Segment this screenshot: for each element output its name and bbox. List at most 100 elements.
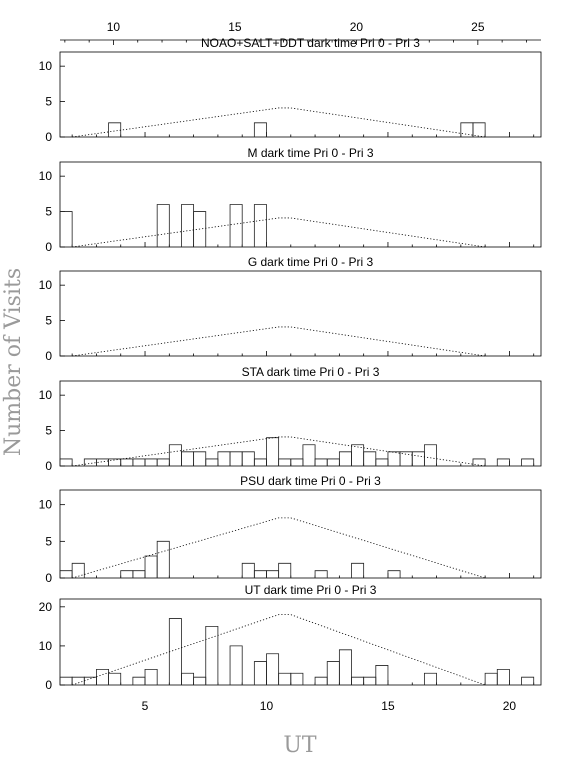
histogram-bar <box>132 570 146 578</box>
panel-frame <box>59 161 542 248</box>
panel-4: STA dark time Pri 0 - Pri 3 0 5 10 <box>39 365 542 473</box>
histogram-bar <box>375 665 389 685</box>
panel-frame <box>59 380 542 467</box>
histogram-bar <box>460 122 474 137</box>
histogram-bar <box>521 676 535 685</box>
histogram-bar <box>156 204 170 247</box>
histogram-bar <box>351 444 365 466</box>
histogram-bar <box>484 672 498 685</box>
reference-curve <box>72 326 486 357</box>
histogram-bar <box>290 672 304 685</box>
histogram-bar <box>229 451 243 466</box>
histogram-bar <box>193 451 207 466</box>
y-tick-label: 5 <box>45 95 52 109</box>
reference-curve <box>72 517 486 579</box>
panel-frame <box>59 270 542 357</box>
top-x-tick-label: 20 <box>350 20 364 34</box>
panel-title: NOAO+SALT+DDT dark time Pri 0 - Pri 3 <box>201 36 420 50</box>
histogram-bar <box>314 458 328 466</box>
reference-curve <box>72 614 486 686</box>
histogram-bar <box>496 668 510 685</box>
histogram-bar <box>144 555 158 578</box>
histogram-bar <box>229 204 243 247</box>
y-axis-title: Number of Visits <box>1 268 26 456</box>
histogram-bar <box>326 458 340 466</box>
histogram-bar <box>241 451 255 466</box>
histogram-bar <box>193 676 207 685</box>
histogram-bar <box>290 458 304 466</box>
histogram-bar <box>144 458 158 466</box>
histogram-bar <box>120 458 134 466</box>
histogram-bar <box>387 451 401 466</box>
histogram-bar <box>253 661 267 685</box>
histogram-bar <box>253 458 267 466</box>
x-axis-title: UT <box>283 733 317 758</box>
top-x-axis: 10 15 20 25 <box>60 20 541 45</box>
histogram-bar <box>266 653 280 685</box>
histogram-bar <box>59 676 73 685</box>
y-tick-label: 0 <box>45 678 52 692</box>
histogram-bar <box>120 570 134 578</box>
panel-title: STA dark time Pri 0 - Pri 3 <box>242 365 380 379</box>
histogram-bar <box>144 668 158 685</box>
histogram-bar <box>96 668 109 685</box>
histogram-bar <box>168 618 182 685</box>
histogram-bar <box>496 458 510 466</box>
y-tick-label: 10 <box>39 498 53 512</box>
histogram-bar <box>472 458 486 466</box>
y-tick-label: 20 <box>39 600 53 614</box>
histogram-bar <box>314 676 328 685</box>
histogram-bar <box>205 458 219 466</box>
bottom-x-axis: 5 10 15 20 <box>142 699 517 713</box>
y-tick-label: 5 <box>45 424 52 438</box>
panel-frame <box>59 489 542 579</box>
histogram-bar <box>156 458 170 466</box>
bottom-x-tick-label: 10 <box>260 699 274 713</box>
histogram-bar <box>472 122 486 137</box>
histogram-bar <box>253 122 267 137</box>
y-tick-label: 10 <box>39 388 53 402</box>
y-tick-label: 0 <box>45 240 52 254</box>
histogram-bar <box>351 562 365 578</box>
histogram-bar <box>156 540 170 578</box>
y-tick-label: 0 <box>45 349 52 363</box>
histogram-bar <box>423 672 437 685</box>
histogram-bar <box>363 451 377 466</box>
histogram-bar <box>205 625 219 685</box>
histogram-bar <box>83 676 97 685</box>
histogram-bar <box>314 570 328 578</box>
histogram-bar <box>181 204 195 247</box>
y-tick-label: 10 <box>39 639 53 653</box>
histogram-bar <box>278 458 292 466</box>
bottom-x-tick-label: 20 <box>503 699 517 713</box>
panel-6: UT dark time Pri 0 - Pri 3 0 10 20 <box>39 583 542 692</box>
histogram-bar <box>278 562 292 578</box>
histogram-bar <box>338 451 352 466</box>
histogram-bar <box>326 661 340 685</box>
histogram-bar <box>181 451 195 466</box>
y-tick-label: 5 <box>45 205 52 219</box>
histogram-bar <box>302 444 316 466</box>
reference-curve <box>72 107 486 138</box>
panel-title: G dark time Pri 0 - Pri 3 <box>248 255 374 269</box>
panel-frame <box>59 598 542 686</box>
y-tick-label: 10 <box>39 278 53 292</box>
histogram-bar <box>59 458 73 466</box>
bottom-x-tick-label: 15 <box>381 699 395 713</box>
reference-curve <box>72 436 486 467</box>
histogram-bar <box>132 676 146 685</box>
histogram-bar <box>181 672 195 685</box>
panel-title: M dark time Pri 0 - Pri 3 <box>247 146 373 160</box>
histogram-panels: NOAO+SALT+DDT dark time Pri 0 - Pri 3 0 5 1… <box>39 36 542 692</box>
histogram-bar <box>411 451 425 466</box>
histogram-bar <box>108 458 122 466</box>
histogram-bar <box>71 562 85 578</box>
histogram-bar <box>108 122 122 137</box>
histogram-bar <box>132 458 146 466</box>
panel-1: NOAO+SALT+DDT dark time Pri 0 - Pri 3 0 5 1… <box>39 36 542 144</box>
histogram-bar <box>387 570 401 578</box>
y-tick-label: 0 <box>45 571 52 585</box>
bottom-x-tick-label: 5 <box>142 699 149 713</box>
y-tick-label: 0 <box>45 130 52 144</box>
